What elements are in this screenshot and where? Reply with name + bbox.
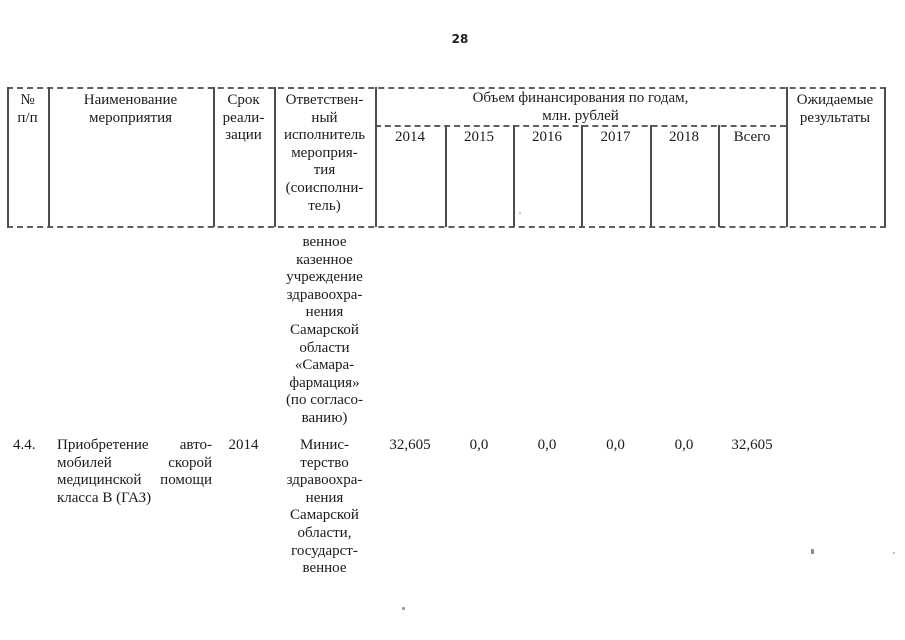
col-header-year-2014: 2014 [395, 129, 425, 145]
row-4-4-value-total: 32,605 [731, 437, 773, 453]
row-4-4-name: Приобретение авто- мобилей скорой медици… [57, 437, 212, 507]
grid-line-2017-2018 [650, 125, 652, 227]
grid-line-num-name [48, 87, 50, 227]
col-header-term: Срок реали- зации [222, 92, 265, 144]
row-4-4-term: 2014 [228, 437, 259, 453]
col-header-name: Наименование мероприятия [83, 92, 178, 126]
col-header-year-2016: 2016 [532, 129, 562, 145]
row-4-4-value-2018: 0,0 [674, 437, 694, 453]
row-4-4-name-line: класса В (ГАЗ) [57, 489, 152, 506]
col-header-year-total: Всего [733, 129, 771, 145]
grid-line-term-executor [274, 87, 276, 227]
scan-speck [811, 549, 814, 554]
grid-line-2014-2015 [445, 125, 447, 227]
page-number: 28 [451, 32, 469, 46]
col-header-num: № п/п [17, 92, 38, 126]
table-border-header-bottom [7, 226, 886, 228]
col-header-executor: Ответствен- ный исполнитель мероприя- ти… [283, 92, 366, 214]
row-4-4-value-2016: 0,0 [537, 437, 557, 453]
grid-line-executor-funding [375, 87, 377, 227]
grid-line-2016-2017 [581, 125, 583, 227]
grid-line-2015-2016 [513, 125, 515, 227]
scan-speck [893, 552, 895, 554]
row-continuation-executor: венное казенное учреждение здравоохра- н… [285, 234, 364, 426]
row-4-4-executor: Минис- терство здравоохра- нения Самарск… [286, 437, 363, 577]
row-4-4-value-2017: 0,0 [606, 437, 625, 453]
table-border-under-funding [375, 125, 786, 127]
grid-line-2018-total [718, 125, 720, 227]
grid-line-left [7, 87, 9, 227]
col-header-results: Ожидаемые результаты [796, 92, 874, 126]
scan-speck [519, 212, 521, 214]
scan-speck [402, 607, 405, 610]
grid-line-right [884, 87, 886, 227]
table-border-top [7, 87, 886, 89]
row-4-4-value-2015: 0,0 [469, 437, 489, 453]
col-header-year-2015: 2015 [464, 129, 494, 145]
row-4-4-name-line: мобилей скорой [57, 454, 212, 471]
col-header-funding: Объем финансирования по годам, млн. рубл… [472, 90, 689, 124]
grid-line-funding-results [786, 87, 788, 227]
col-header-year-2018: 2018 [669, 129, 699, 145]
row-4-4-num: 4.4. [13, 437, 36, 453]
row-4-4-name-line: медицинской помощи [57, 472, 212, 489]
grid-line-name-term [213, 87, 215, 227]
row-4-4-value-2014: 32,605 [389, 437, 431, 453]
row-4-4-name-line: Приобретение авто- [57, 437, 212, 453]
col-header-year-2017: 2017 [600, 129, 631, 145]
